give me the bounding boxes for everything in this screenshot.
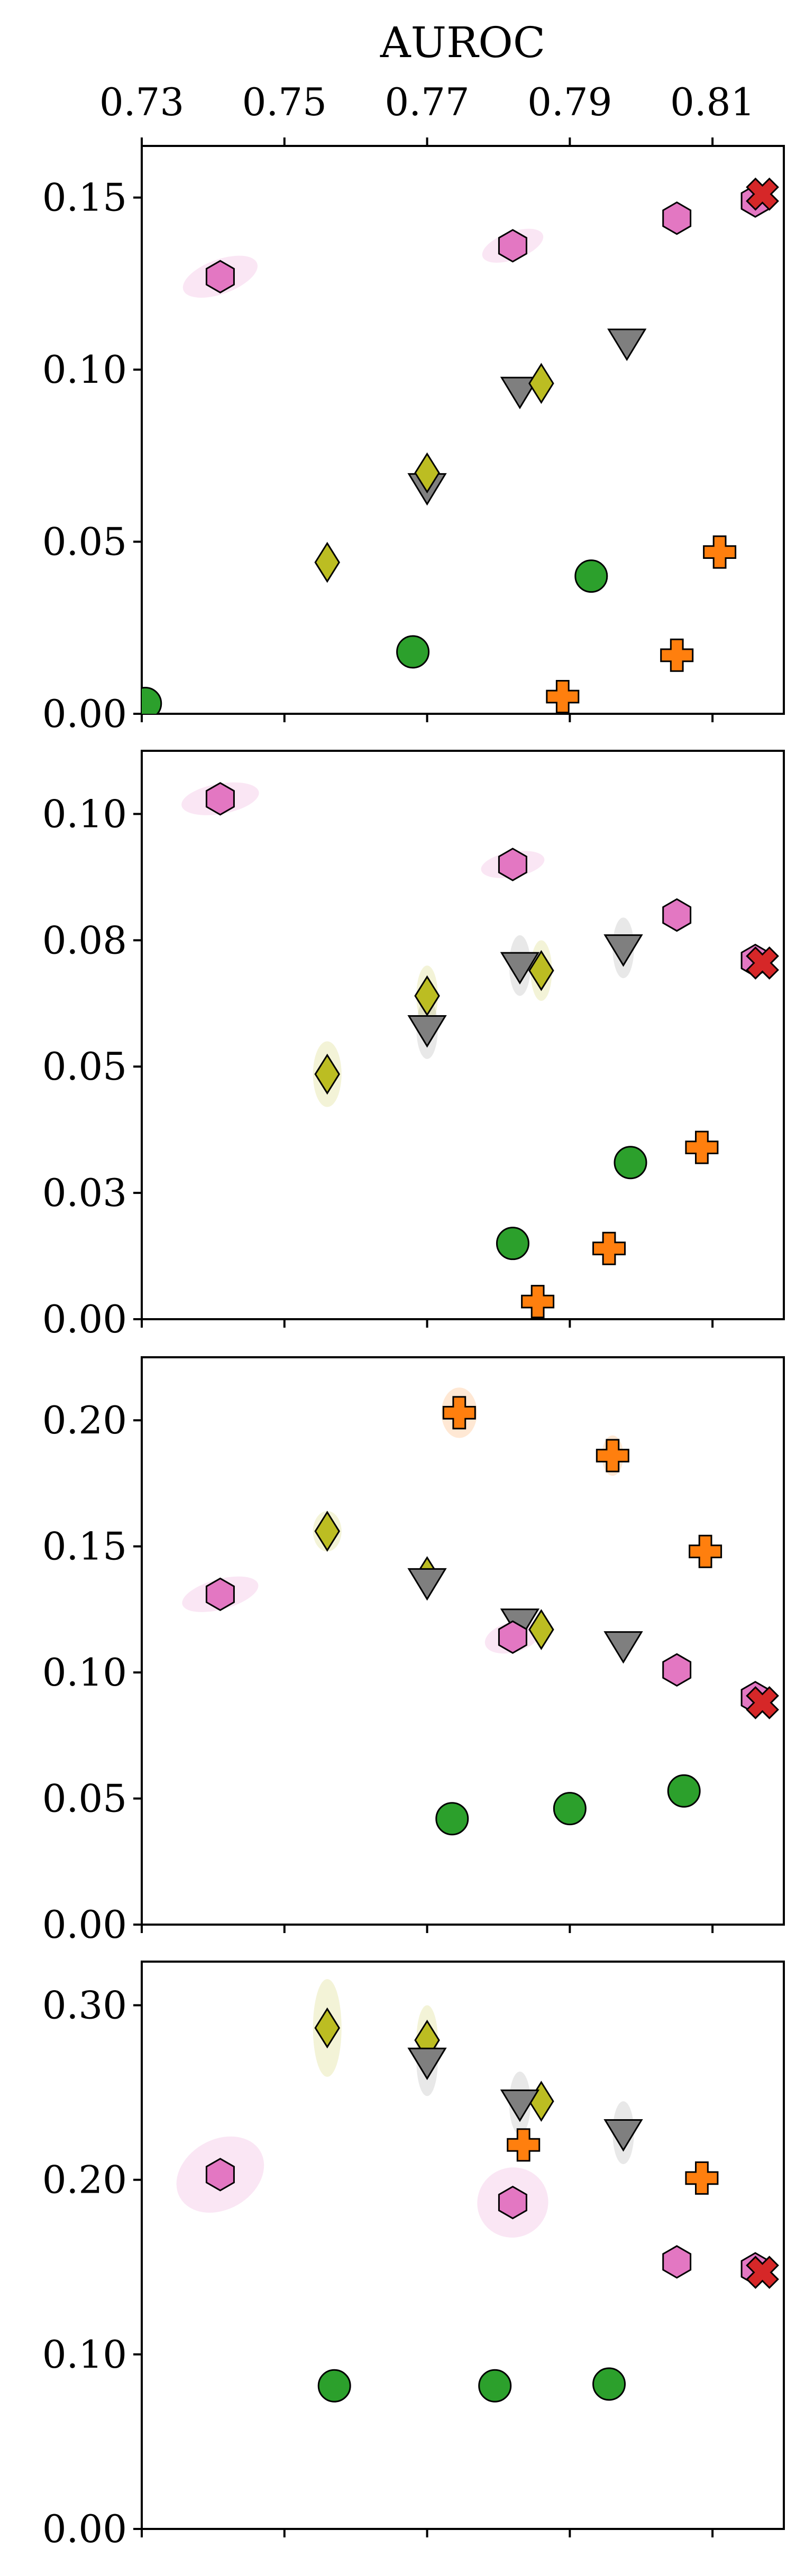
scatter-point bbox=[396, 635, 430, 669]
y-tick-label: 0.05 bbox=[42, 1777, 127, 1821]
scatter-point bbox=[317, 2369, 351, 2403]
x-tick-labels: 0.73 0.75 0.77 0.79 0.81 bbox=[99, 80, 755, 124]
scatter-point bbox=[205, 2158, 235, 2192]
scatter-point bbox=[553, 1792, 587, 1826]
panel-2: 0.00 0.03 0.05 0.08 0.10 bbox=[42, 750, 785, 1341]
scatter-point bbox=[703, 535, 737, 569]
scatter-point bbox=[205, 1577, 235, 1612]
panel-content bbox=[181, 782, 779, 1319]
scatter-point bbox=[660, 638, 694, 672]
scatter-point bbox=[498, 1620, 527, 1654]
scatter-point bbox=[662, 898, 692, 932]
scatter-point bbox=[407, 1568, 447, 1601]
y-tick-label: 0.15 bbox=[42, 176, 127, 220]
scatter-point bbox=[574, 559, 608, 593]
scatter-point bbox=[592, 2367, 626, 2401]
scatter-point bbox=[478, 2369, 512, 2403]
scatter-point bbox=[603, 2119, 643, 2152]
y-tick-label: 0.05 bbox=[42, 1044, 127, 1089]
scatter-point bbox=[528, 1609, 554, 1650]
scatter-point bbox=[142, 686, 162, 714]
scatter-point bbox=[528, 950, 554, 991]
y-tick-label: 0.30 bbox=[42, 1983, 127, 2028]
scatter-point bbox=[603, 1631, 643, 1664]
scatter-point bbox=[314, 1053, 340, 1095]
y-tick-label: 0.00 bbox=[42, 692, 127, 736]
y-tick-label: 0.05 bbox=[42, 520, 127, 564]
scatter-point bbox=[500, 2089, 540, 2122]
x-tick-label: 0.75 bbox=[242, 80, 327, 124]
scatter-point bbox=[746, 1686, 779, 1719]
scatter-point bbox=[689, 1534, 722, 1568]
y-tick-label: 0.00 bbox=[42, 2507, 127, 2551]
scatter-point bbox=[500, 952, 540, 985]
y-tick-label: 0.00 bbox=[42, 1297, 127, 1341]
scatter-point bbox=[662, 2245, 692, 2279]
scatter-point bbox=[528, 363, 554, 404]
scatter-point bbox=[435, 1802, 469, 1836]
plot-frame bbox=[141, 750, 785, 1320]
y-tick-label: 0.10 bbox=[42, 1650, 127, 1695]
y-tick-label: 0.03 bbox=[42, 1171, 127, 1215]
scatter-point bbox=[205, 260, 235, 294]
scatter-point bbox=[442, 1396, 476, 1430]
scatter-point bbox=[746, 177, 779, 211]
x-axis-title: AUROC bbox=[380, 18, 545, 67]
scatter-point bbox=[205, 782, 235, 816]
scatter-point bbox=[685, 2161, 719, 2195]
y-tick-label: 0.10 bbox=[42, 792, 127, 836]
scatter-point bbox=[414, 975, 440, 1017]
scatter-point bbox=[528, 2081, 554, 2122]
scatter-point bbox=[498, 229, 527, 263]
plot-frame bbox=[141, 1961, 785, 2530]
scatter-point bbox=[314, 2007, 340, 2049]
scatter-point bbox=[662, 201, 692, 235]
scatter-point bbox=[496, 1227, 529, 1261]
plot-frame bbox=[141, 1356, 785, 1926]
scatter-point bbox=[667, 1774, 701, 1808]
panel-content bbox=[176, 1979, 779, 2403]
scatter-point bbox=[603, 934, 643, 967]
scatter-point bbox=[685, 1130, 719, 1164]
scatter-point bbox=[746, 2256, 779, 2289]
y-tick-label: 0.08 bbox=[42, 918, 127, 962]
y-tick-label: 0.15 bbox=[42, 1524, 127, 1569]
scatter-point bbox=[507, 2128, 541, 2162]
scatter-point bbox=[662, 1653, 692, 1687]
scatter-point bbox=[521, 1285, 555, 1319]
x-tick-label: 0.77 bbox=[385, 80, 469, 124]
scatter-point bbox=[407, 2047, 447, 2081]
y-tick-label: 0.10 bbox=[42, 2332, 127, 2377]
plot-frame bbox=[141, 145, 785, 715]
scatter-point bbox=[607, 328, 647, 361]
y-tick-label: 0.10 bbox=[42, 347, 127, 392]
panel-content bbox=[182, 1387, 779, 1836]
y-tick-label: 0.20 bbox=[42, 1398, 127, 1442]
y-tick-label: 0.00 bbox=[42, 1902, 127, 1947]
scatter-point bbox=[500, 376, 540, 410]
scatter-point bbox=[596, 1439, 629, 1473]
y-tick-label: 0.20 bbox=[42, 2158, 127, 2202]
x-tick-label: 0.81 bbox=[670, 80, 755, 124]
x-tick-label: 0.73 bbox=[99, 80, 184, 124]
scatter-point bbox=[314, 1511, 340, 1552]
scatter-point bbox=[546, 680, 580, 713]
scatter-point bbox=[592, 1231, 626, 1265]
scatter-point bbox=[498, 2185, 527, 2220]
scatter-point bbox=[314, 541, 340, 583]
scatter-point bbox=[414, 452, 440, 494]
chart-panels: 0.000.050.100.150.000.030.050.080.100.00… bbox=[42, 137, 785, 2551]
scatter-point bbox=[407, 1015, 447, 1048]
scatter-point bbox=[614, 1146, 647, 1180]
scatter-point bbox=[498, 848, 527, 881]
panel-1: 0.00 0.05 0.10 0.15 bbox=[42, 137, 785, 736]
panel-4: 0.00 0.10 0.20 0.30 bbox=[42, 1961, 785, 2551]
scatter-point bbox=[746, 946, 779, 980]
panel-content bbox=[142, 177, 779, 714]
panel-3: 0.00 0.05 0.10 0.15 0.20 bbox=[42, 1356, 785, 1947]
x-tick-label: 0.79 bbox=[527, 80, 612, 124]
